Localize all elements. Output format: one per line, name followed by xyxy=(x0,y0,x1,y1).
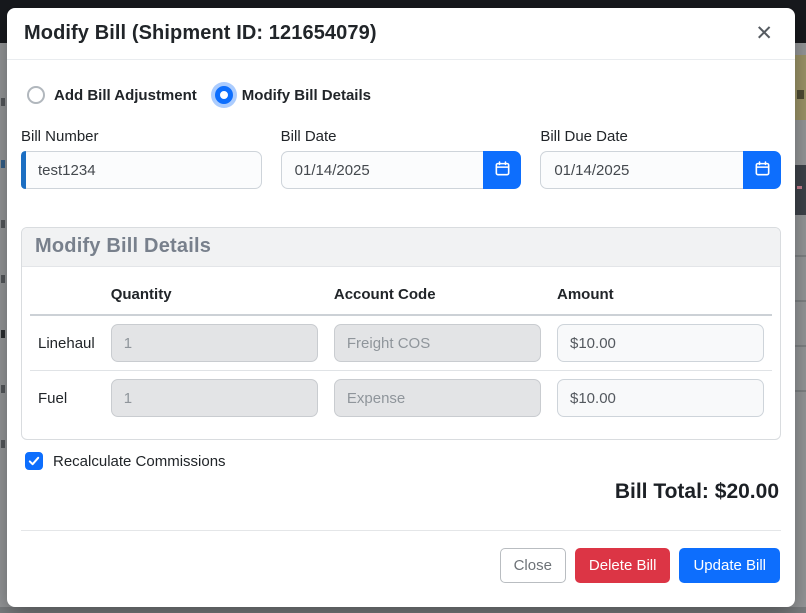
row-label: Linehaul xyxy=(38,334,95,352)
fuel-amount-input[interactable] xyxy=(557,379,764,417)
background-bottom-strip xyxy=(0,607,806,613)
card-header: Modify Bill Details xyxy=(22,228,780,267)
modal-body: Add Bill Adjustment Modify Bill Details … xyxy=(7,60,795,607)
background-fragment xyxy=(795,390,806,392)
bill-due-date-label: Bill Due Date xyxy=(540,128,628,145)
recalculate-commissions-checkbox[interactable]: Recalculate Commissions xyxy=(25,452,781,470)
bill-total: Bill Total: $20.00 xyxy=(614,480,779,503)
table-row: Fuel xyxy=(30,370,772,425)
bill-date-label: Bill Date xyxy=(280,128,337,145)
table-header-row: Quantity Account Code Amount xyxy=(30,273,772,316)
bill-mode-radio-group: Add Bill Adjustment Modify Bill Details xyxy=(27,86,781,104)
radio-modify-bill-details[interactable]: Modify Bill Details xyxy=(214,86,371,104)
bill-number-input-wrap xyxy=(21,151,262,189)
modify-bill-modal: Modify Bill (Shipment ID: 121654079) ✕ A… xyxy=(7,8,795,607)
calendar-icon xyxy=(494,160,511,180)
close-button[interactable]: Close xyxy=(499,548,566,583)
linehaul-account-code-input xyxy=(333,324,541,362)
column-header-amount: Amount xyxy=(549,273,772,316)
radio-unselected-icon xyxy=(27,86,45,104)
bill-due-date-input-group xyxy=(540,151,781,189)
background-fragment xyxy=(1,275,5,283)
background-fragment xyxy=(1,220,5,228)
bill-number-field: Bill Number xyxy=(21,128,262,189)
column-header-quantity: Quantity xyxy=(102,273,326,316)
background-fragment xyxy=(795,255,806,257)
row-label: Fuel xyxy=(30,370,103,425)
checkbox-checked-icon xyxy=(25,452,43,470)
modal-title: Modify Bill (Shipment ID: 121654079) xyxy=(24,22,377,44)
bill-due-date-input[interactable] xyxy=(540,151,743,189)
checkbox-label: Recalculate Commissions xyxy=(53,452,226,470)
bill-number-label: Bill Number xyxy=(21,128,99,145)
modify-bill-details-card: Modify Bill Details Quantity Account Cod… xyxy=(21,227,781,440)
background-fragment xyxy=(795,55,806,120)
radio-add-bill-adjustment[interactable]: Add Bill Adjustment xyxy=(27,86,197,104)
fuel-account-code-input xyxy=(333,379,541,417)
bill-date-field: Bill Date xyxy=(280,128,522,189)
bill-date-input[interactable] xyxy=(280,151,484,189)
bill-details-table: Quantity Account Code Amount Linehaul xyxy=(30,273,772,425)
calendar-icon xyxy=(754,160,771,180)
background-fragment xyxy=(797,90,804,99)
update-bill-button[interactable]: Update Bill xyxy=(679,548,780,583)
modal-header: Modify Bill (Shipment ID: 121654079) ✕ xyxy=(7,8,795,60)
close-icon[interactable]: ✕ xyxy=(749,19,779,48)
radio-label: Modify Bill Details xyxy=(241,86,371,104)
delete-bill-button[interactable]: Delete Bill xyxy=(574,548,671,583)
fuel-quantity-input xyxy=(110,379,318,417)
background-fragment xyxy=(795,300,806,302)
bill-number-input[interactable] xyxy=(21,151,262,189)
background-fragment xyxy=(1,160,5,168)
table-row: Linehaul xyxy=(30,315,772,371)
bill-fields-row: Bill Number Bill Date xyxy=(21,128,781,189)
card-body: Quantity Account Code Amount Linehaul xyxy=(22,267,780,439)
background-fragment xyxy=(1,440,5,448)
background-fragment xyxy=(795,165,806,215)
linehaul-amount-input[interactable] xyxy=(557,324,764,362)
bill-due-date-calendar-button[interactable] xyxy=(743,151,781,189)
column-header-blank xyxy=(30,273,103,316)
bill-date-input-group xyxy=(280,151,522,189)
bill-date-calendar-button[interactable] xyxy=(483,151,522,189)
linehaul-quantity-input xyxy=(110,324,318,362)
bill-due-date-field: Bill Due Date xyxy=(540,128,781,189)
modal-footer: Close Delete Bill Update Bill xyxy=(21,531,781,597)
background-fragment xyxy=(1,330,5,338)
background-fragment xyxy=(795,345,806,347)
column-header-account-code: Account Code xyxy=(325,273,549,316)
background-fragment xyxy=(797,186,802,189)
footer-divider xyxy=(21,530,781,531)
background-fragment xyxy=(1,98,5,106)
radio-label: Add Bill Adjustment xyxy=(54,86,197,104)
radio-selected-icon xyxy=(214,86,233,104)
background-fragment xyxy=(1,385,5,393)
